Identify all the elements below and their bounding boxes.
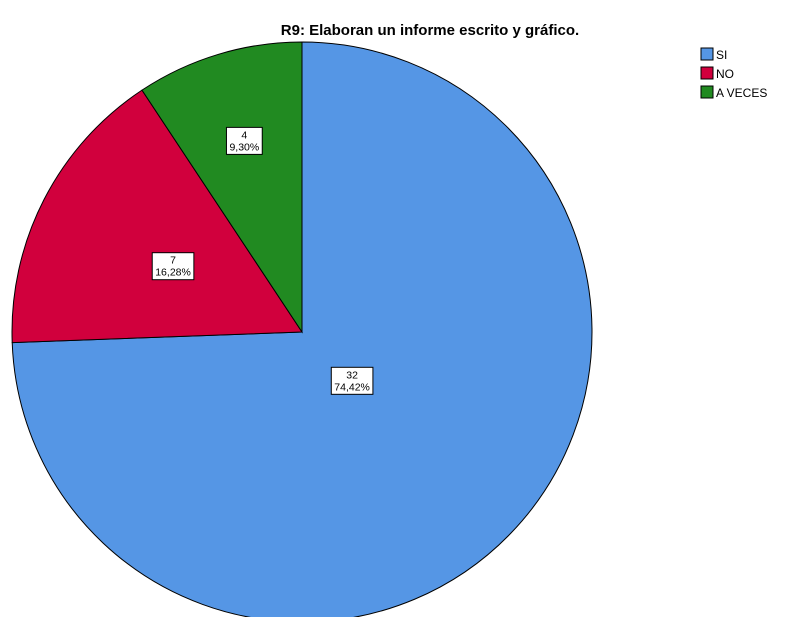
- legend-label-si: SI: [716, 48, 727, 62]
- legend-swatch-si: [700, 47, 714, 61]
- pie-slices: [11, 41, 593, 617]
- legend-swatch-no: [700, 66, 714, 80]
- data-label-no: 716,28%: [151, 252, 195, 281]
- data-label-percent-si: 74,42%: [334, 381, 370, 393]
- data-label-percent-no: 16,28%: [155, 267, 191, 279]
- legend: SI NO A VECES: [700, 47, 767, 100]
- legend-label-no: NO: [716, 67, 734, 81]
- legend-item-si: SI: [700, 47, 727, 62]
- legend-label-a-veces: A VECES: [716, 86, 767, 100]
- data-label-a-veces: 49,30%: [225, 126, 263, 155]
- data-label-value-no: 7: [170, 255, 176, 267]
- pie-slice-a-veces: [141, 41, 303, 334]
- data-label-value-a-veces: 4: [241, 129, 247, 141]
- data-label-value-si: 32: [346, 369, 358, 381]
- pie-slice-no: [11, 89, 303, 344]
- chart-title: R9: Elaboran un informe escrito y gráfic…: [281, 22, 579, 39]
- legend-item-a-veces: A VECES: [700, 85, 767, 100]
- data-label-box-no: [151, 252, 195, 281]
- data-label-box-a-veces: [225, 126, 263, 155]
- data-label-box-si: [330, 366, 374, 395]
- legend-swatch-a-veces: [700, 85, 714, 99]
- data-label-percent-a-veces: 9,30%: [229, 141, 259, 153]
- legend-item-no: NO: [700, 66, 734, 81]
